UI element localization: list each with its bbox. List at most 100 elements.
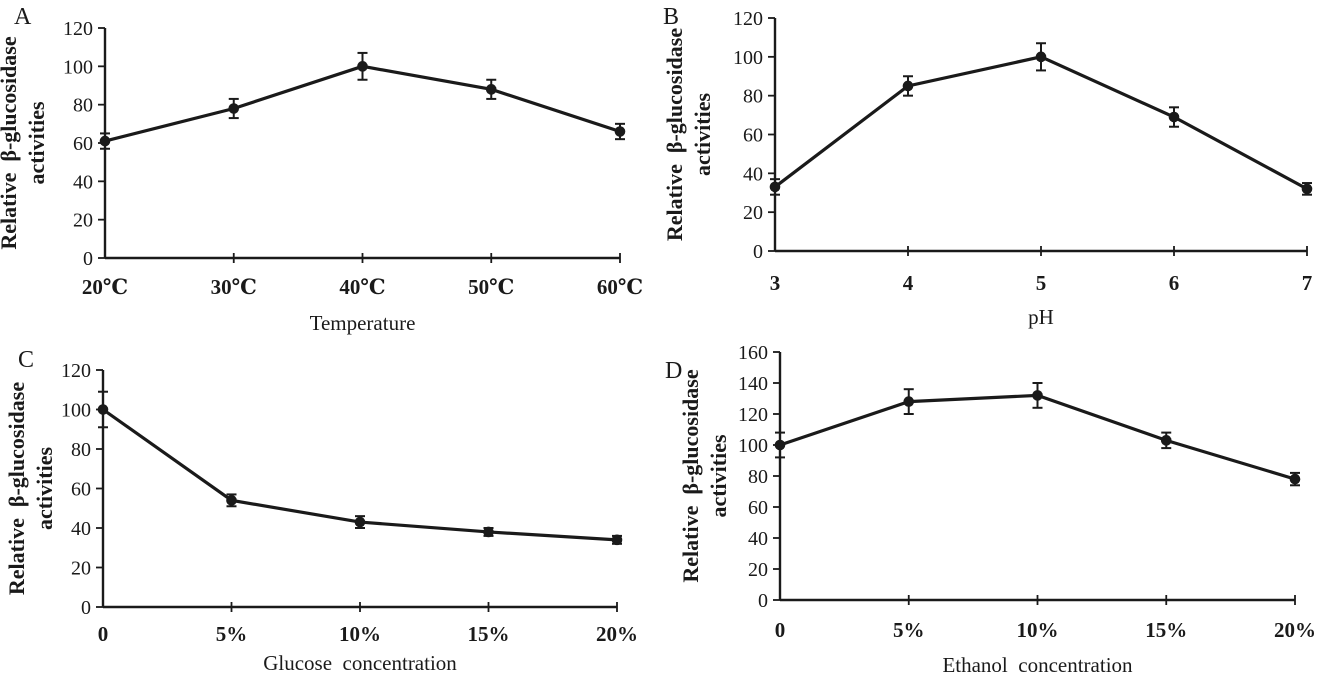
- data-point-marker: [614, 126, 626, 137]
- x-axis-title: Glucose concentration: [263, 651, 457, 675]
- x-tick-label: 15%: [1145, 618, 1187, 642]
- x-tick-label: 10%: [339, 622, 381, 646]
- x-tick-label: 7: [1302, 271, 1313, 295]
- y-axis-title-line-1: Relative β-glucosidase: [4, 382, 29, 595]
- data-point-marker: [902, 80, 914, 92]
- x-axis-ticks: [232, 253, 621, 263]
- x-tick-label: 30℃: [211, 275, 257, 299]
- data-point-marker: [1035, 51, 1047, 63]
- y-tick-label: 80: [71, 439, 91, 461]
- y-tick-label: 100: [733, 47, 763, 69]
- data-point-marker: [774, 439, 786, 451]
- x-tick-label: 50℃: [468, 275, 514, 299]
- panel-letter: C: [18, 347, 34, 373]
- y-tick-label: 80: [73, 95, 93, 117]
- x-axis-ticks: [907, 246, 1308, 256]
- y-axis-title-line-2: activities: [24, 101, 49, 185]
- y-axis-title-line-1: Relative β-glucosidase: [678, 369, 703, 582]
- data-point-marker: [226, 495, 237, 506]
- x-tick-label: 4: [903, 271, 914, 295]
- y-axis-ticks: [768, 17, 775, 252]
- y-tick-label: 80: [748, 466, 768, 488]
- y-tick-label: 20: [748, 559, 768, 581]
- y-tick-label: 120: [733, 8, 763, 30]
- y-axis-title-line-2: activities: [706, 434, 731, 518]
- data-point-marker: [485, 84, 497, 95]
- data-points: [97, 404, 623, 546]
- x-tick-label: 20%: [596, 622, 638, 646]
- data-point-marker: [611, 534, 623, 546]
- x-tick-label: 0: [98, 622, 109, 646]
- data-point-marker: [228, 103, 240, 114]
- y-tick-label: 100: [63, 56, 93, 78]
- y-tick-label: 0: [753, 241, 763, 263]
- x-tick-label: 40℃: [339, 275, 385, 299]
- data-point-marker: [1289, 473, 1301, 485]
- data-point-marker: [357, 61, 368, 72]
- y-tick-label: 100: [738, 435, 768, 457]
- data-point-marker: [1032, 390, 1043, 401]
- y-tick-label: 40: [73, 171, 93, 193]
- y-tick-label: 60: [743, 125, 763, 147]
- y-tick-label: 120: [738, 404, 768, 426]
- x-tick-label: 15%: [468, 622, 510, 646]
- x-tick-label: 0: [775, 618, 786, 642]
- panel-a-temperature-chart: 0 20 40 60 80 100 120 20℃ 30℃ 40℃ 50℃ 60℃ Temperatur…: [0, 4, 643, 335]
- y-tick-label: 60: [748, 497, 768, 519]
- y-tick-label: 60: [71, 479, 91, 501]
- x-tick-label: 5%: [216, 622, 248, 646]
- x-axis-title: Temperature: [310, 311, 416, 335]
- y-axis-title-line-2: activities: [690, 93, 715, 177]
- x-axis-title: pH: [1028, 305, 1054, 329]
- panel-d-ethanol-chart: 0 20 40 60 80 100 120 140 160 0 5% 10% 15% 20% Ethanol…: [665, 342, 1316, 677]
- data-point-marker: [903, 396, 915, 407]
- y-axis-title-line-1: Relative β-glucosidase: [0, 36, 21, 249]
- y-axis-title-line-2: activities: [32, 447, 57, 531]
- data-point-marker: [483, 526, 494, 538]
- x-axis-ticks: [230, 602, 618, 612]
- x-tick-label: 5: [1036, 271, 1047, 295]
- y-tick-label: 40: [748, 528, 768, 550]
- y-tick-label: 20: [71, 558, 91, 580]
- panel-letter: B: [663, 4, 679, 30]
- panel-letter: A: [14, 4, 32, 30]
- y-tick-label: 160: [738, 342, 768, 364]
- data-point-marker: [354, 516, 366, 528]
- data-point-marker: [1160, 435, 1172, 446]
- data-point-marker: [97, 404, 109, 415]
- y-tick-label: 80: [743, 86, 763, 108]
- data-point-marker: [99, 135, 111, 147]
- data-point-marker: [1168, 111, 1180, 123]
- y-tick-label: 140: [738, 373, 768, 395]
- x-tick-label: 20%: [1274, 618, 1316, 642]
- panel-letter: D: [665, 358, 682, 384]
- y-tick-label: 120: [61, 360, 91, 382]
- y-tick-label: 60: [73, 133, 93, 155]
- y-tick-label: 0: [758, 590, 768, 612]
- x-tick-label: 60℃: [597, 275, 643, 299]
- series-line: [774, 55, 1308, 191]
- x-tick-label: 6: [1169, 271, 1180, 295]
- data-point-marker: [769, 181, 781, 193]
- y-tick-label: 40: [743, 163, 763, 185]
- y-tick-label: 0: [83, 248, 93, 270]
- y-tick-label: 20: [743, 202, 763, 224]
- y-axis-ticks: [773, 351, 780, 601]
- x-tick-label: 5%: [893, 618, 925, 642]
- y-tick-label: 100: [61, 400, 91, 422]
- y-tick-label: 0: [81, 597, 91, 619]
- panel-c-glucose-chart: 0 20 40 60 80 100 120 0 5% 10% 15% 20% Glucose conce…: [4, 347, 638, 675]
- data-points: [99, 61, 626, 147]
- y-axis-title-line-1: Relative β-glucosidase: [662, 28, 687, 241]
- x-tick-label: 3: [770, 271, 781, 295]
- data-points: [769, 51, 1313, 195]
- y-tick-label: 40: [71, 518, 91, 540]
- panel-b-ph-chart: 0 20 40 60 80 100 120 3 4 5 6 7 pH Relative β-glucosi…: [662, 4, 1313, 329]
- data-points: [774, 390, 1301, 485]
- y-tick-label: 20: [73, 210, 93, 232]
- y-tick-label: 120: [63, 18, 93, 40]
- x-tick-label: 20℃: [82, 275, 128, 299]
- x-axis-ticks: [907, 595, 1296, 605]
- x-axis-title: Ethanol concentration: [942, 653, 1133, 677]
